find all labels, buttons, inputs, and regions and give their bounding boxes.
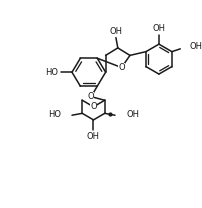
Text: HO: HO [48,110,61,119]
Text: OH: OH [87,132,100,141]
Text: O: O [90,102,97,111]
Text: OH: OH [190,42,202,51]
Text: OH: OH [153,24,165,33]
Text: OH: OH [126,110,139,119]
Text: OH: OH [109,27,122,36]
Text: HO: HO [45,68,58,77]
Text: O: O [87,92,94,101]
Text: O: O [118,63,125,72]
